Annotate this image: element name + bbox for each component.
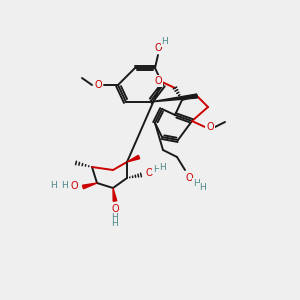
Polygon shape xyxy=(150,94,197,102)
Text: H: H xyxy=(160,163,167,172)
Text: H: H xyxy=(50,182,57,190)
Text: H: H xyxy=(162,38,168,46)
Text: H: H xyxy=(112,220,118,229)
Polygon shape xyxy=(127,155,140,162)
Text: O: O xyxy=(185,173,193,183)
Text: O: O xyxy=(145,168,153,178)
Text: O: O xyxy=(154,76,162,86)
Text: H: H xyxy=(112,212,118,221)
Text: O: O xyxy=(154,43,162,53)
Text: O: O xyxy=(70,181,78,191)
Text: H: H xyxy=(61,182,68,190)
Text: H: H xyxy=(153,164,159,173)
Text: O: O xyxy=(206,122,214,132)
Text: O: O xyxy=(111,204,119,214)
Polygon shape xyxy=(113,188,117,201)
Text: H: H xyxy=(193,178,200,188)
Polygon shape xyxy=(82,183,97,189)
Text: O: O xyxy=(94,80,102,90)
Text: H: H xyxy=(200,184,206,193)
